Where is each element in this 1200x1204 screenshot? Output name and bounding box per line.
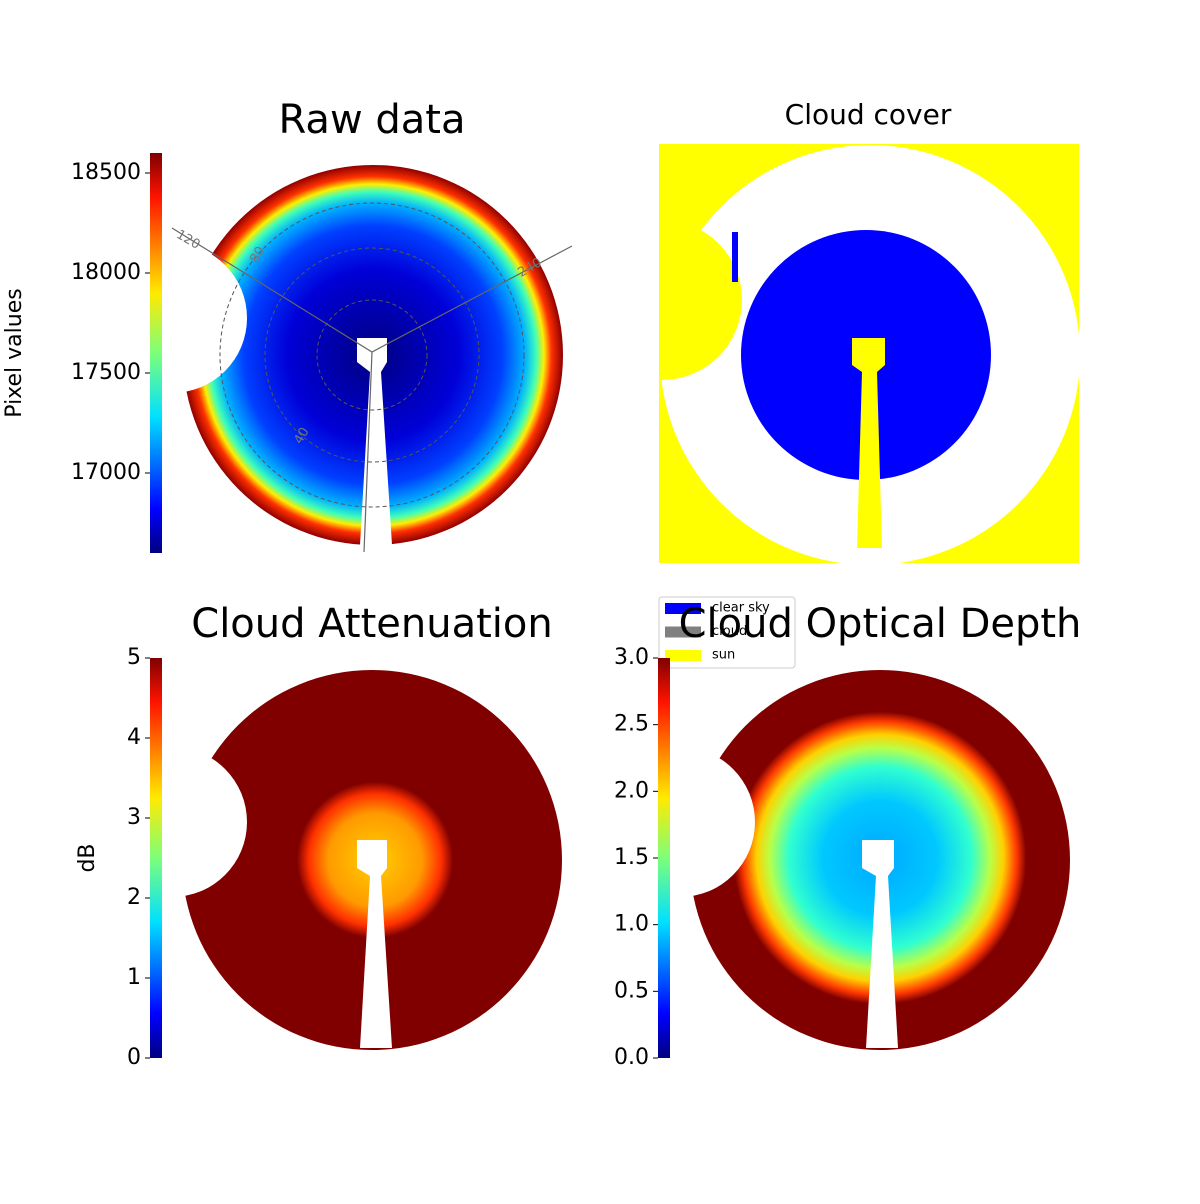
legend-swatch: [665, 626, 701, 638]
colorbar-tick-label: 0.0: [614, 1045, 649, 1070]
colorbar-tick-label: 0.5: [614, 978, 649, 1003]
colorbar-tick-label: 2: [127, 885, 141, 910]
legend-label: cloud: [712, 624, 747, 639]
panel-title: Cloud cover: [785, 98, 952, 131]
colorbar-label: Pixel values: [2, 288, 27, 417]
colorbar-tick-label: 18000: [71, 260, 141, 285]
colorbar-tick-label: 5: [127, 645, 141, 670]
colorbar-tick-label: 17500: [71, 360, 141, 385]
colorbar-tick-label: 1: [127, 965, 141, 990]
polar-label: 80: [247, 244, 268, 266]
colorbar-tick-label: 0: [127, 1045, 141, 1070]
colorbar-tick-label: 2.5: [614, 712, 649, 737]
colorbar-tick-label: 18500: [71, 160, 141, 185]
raw-image: 120 80 240 40: [171, 160, 573, 553]
panel-title: Cloud Optical Depth: [679, 601, 1082, 647]
colorbar-tick-label: 17000: [71, 460, 141, 485]
optical-depth-image: [688, 665, 1078, 1055]
attenuation-image: [180, 665, 570, 1055]
colorbar-tick-label: 1.0: [614, 912, 649, 937]
panel-title: Raw data: [279, 97, 466, 143]
legend-swatch: [665, 650, 701, 661]
colorbar-tick-label: 4: [127, 725, 141, 750]
colorbar-tick-label: 3.0: [614, 645, 649, 670]
legend-label: sun: [712, 648, 735, 663]
legend-swatch: [665, 603, 701, 614]
colorbar: [150, 153, 162, 553]
polar-label: 40: [291, 425, 312, 447]
colorbar: [150, 658, 162, 1058]
legend-label: clear sky: [712, 601, 770, 616]
cloud-cover-image: [659, 144, 1079, 563]
panel-title: Cloud Attenuation: [191, 601, 552, 647]
colorbar-tick-label: 3: [127, 805, 141, 830]
colorbar-tick-label: 1.5: [614, 845, 649, 870]
colorbar-tick-label: 2.0: [614, 778, 649, 803]
colorbar-label: dB: [75, 843, 100, 872]
colorbar: [658, 658, 670, 1058]
